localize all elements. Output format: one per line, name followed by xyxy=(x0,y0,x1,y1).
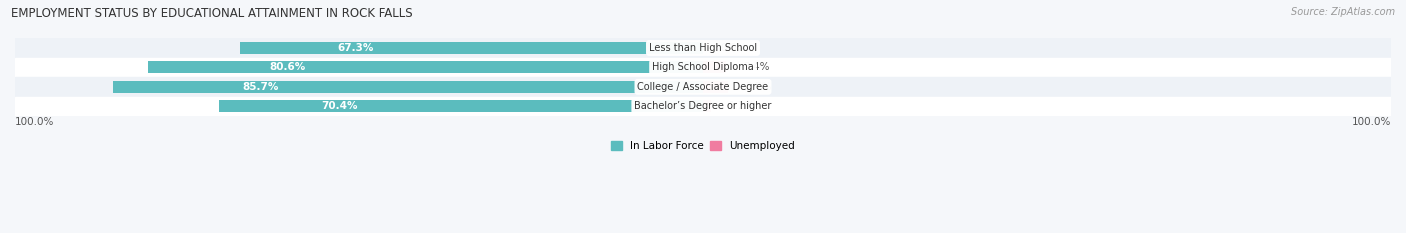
Bar xyxy=(15,77,1391,96)
Text: 1.2%: 1.2% xyxy=(728,101,755,111)
Bar xyxy=(15,96,1391,116)
Text: Source: ZipAtlas.com: Source: ZipAtlas.com xyxy=(1291,7,1395,17)
Text: 100.0%: 100.0% xyxy=(1351,117,1391,127)
Text: 100.0%: 100.0% xyxy=(15,117,55,127)
Text: College / Associate Degree: College / Associate Degree xyxy=(637,82,769,92)
Bar xyxy=(703,81,728,93)
Bar xyxy=(15,38,1391,58)
Bar xyxy=(15,58,1391,77)
Text: 67.3%: 67.3% xyxy=(337,43,374,53)
Bar xyxy=(219,100,703,112)
Text: Bachelor’s Degree or higher: Bachelor’s Degree or higher xyxy=(634,101,772,111)
Text: 85.7%: 85.7% xyxy=(243,82,278,92)
Text: Less than High School: Less than High School xyxy=(650,43,756,53)
Legend: In Labor Force, Unemployed: In Labor Force, Unemployed xyxy=(612,141,794,151)
Bar xyxy=(703,100,711,112)
Text: High School Diploma: High School Diploma xyxy=(652,62,754,72)
Text: 70.4%: 70.4% xyxy=(322,101,359,111)
Bar xyxy=(703,62,727,73)
Bar xyxy=(240,42,703,54)
Bar xyxy=(149,62,703,73)
Text: 80.6%: 80.6% xyxy=(269,62,305,72)
Bar xyxy=(114,81,703,93)
Text: 3.4%: 3.4% xyxy=(744,62,770,72)
Text: EMPLOYMENT STATUS BY EDUCATIONAL ATTAINMENT IN ROCK FALLS: EMPLOYMENT STATUS BY EDUCATIONAL ATTAINM… xyxy=(11,7,413,20)
Text: 3.7%: 3.7% xyxy=(745,82,772,92)
Text: 0.0%: 0.0% xyxy=(720,43,747,53)
